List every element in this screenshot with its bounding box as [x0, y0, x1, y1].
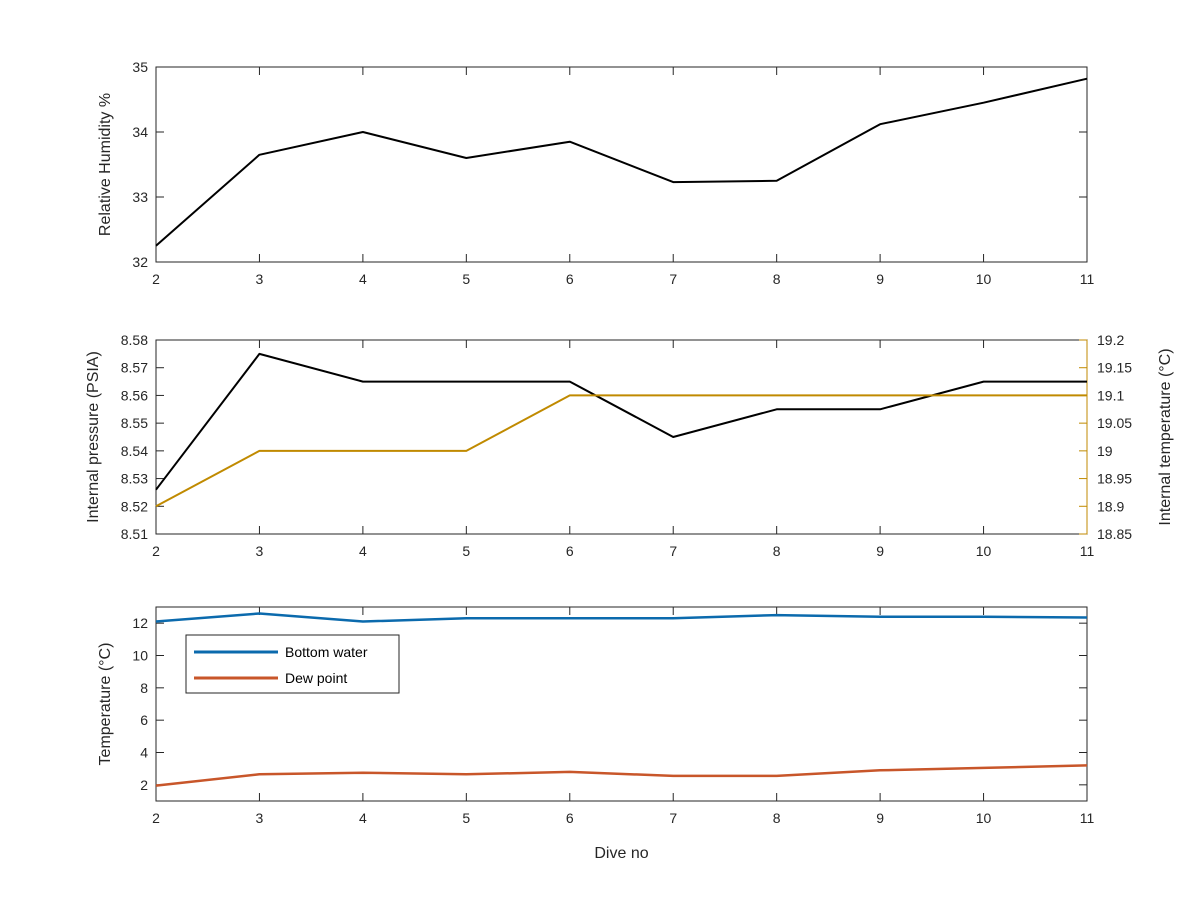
x-tick-label: 7 [669, 810, 677, 826]
y-tick-label: 6 [140, 712, 148, 728]
y-tick-label: 8 [140, 680, 148, 696]
y-right-tick-label: 18.95 [1097, 471, 1132, 487]
series-line-1 [155, 394, 1087, 508]
x-tick-label: 7 [669, 543, 677, 559]
axes-box [155, 339, 1088, 535]
x-tick-label: 11 [1080, 271, 1095, 287]
y-tick-label: 2 [140, 777, 148, 793]
y-tick-label: 8.52 [121, 498, 148, 514]
legend-label: Dew point [285, 670, 347, 686]
x-tick-label: 6 [566, 810, 574, 826]
y-tick-label: 32 [132, 254, 148, 270]
x-tick-label: 11 [1080, 543, 1095, 559]
x-tick-label: 4 [359, 543, 367, 559]
legend: Bottom water Dew point [185, 634, 400, 694]
x-tick-label: 5 [462, 543, 470, 559]
y-tick-label: 8.53 [121, 471, 148, 487]
x-tick-label: 8 [773, 810, 781, 826]
temperature-panel: 2 3 4 5 6 7 8 9 10 11 2 4 6 8 10 12 Temperature (°C) Dive… [97, 606, 1095, 862]
x-tick-label: 10 [976, 543, 992, 559]
x-tick-label: 4 [359, 810, 367, 826]
x-tick-label: 7 [669, 271, 677, 287]
y-right-tick-label: 19.1 [1097, 387, 1124, 403]
y-right-tick-label: 19.05 [1097, 415, 1132, 431]
x-tick-label: 6 [566, 271, 574, 287]
y-right-tick-label: 18.85 [1097, 526, 1132, 542]
y-axis-label: Relative Humidity % [97, 93, 114, 236]
x-tick-label: 9 [876, 810, 884, 826]
x-tick-label: 10 [976, 810, 992, 826]
y-right-tick-label: 19.2 [1097, 332, 1124, 348]
y-tick-label: 8.58 [121, 332, 148, 348]
x-tick-label: 9 [876, 543, 884, 559]
y-axis-label: Temperature (°C) [97, 643, 114, 766]
y-right-tick-label: 18.9 [1097, 498, 1124, 514]
y-tick-label: 10 [132, 648, 148, 664]
x-tick-label: 10 [976, 271, 992, 287]
y-tick-label: 8.57 [121, 360, 148, 376]
x-tick-label: 8 [773, 543, 781, 559]
x-tick-label: 2 [152, 271, 160, 287]
y-tick-label: 8.55 [121, 415, 148, 431]
x-tick-label: 3 [256, 810, 264, 826]
series-line-0 [155, 77, 1088, 247]
y-tick-label: 8.54 [121, 443, 148, 459]
axes-box [155, 606, 1088, 802]
x-tick-label: 3 [256, 543, 264, 559]
y-tick-label: 33 [132, 189, 148, 205]
x-tick-label: 2 [152, 810, 160, 826]
legend-label: Bottom water [285, 644, 368, 660]
y-right-tick-label: 19 [1097, 443, 1113, 459]
x-tick-label: 6 [566, 543, 574, 559]
x-tick-label: 8 [773, 271, 781, 287]
y-axis-label-right: Internal temperature (°C) [1157, 348, 1174, 525]
series-line-0 [155, 352, 1087, 491]
series-line-dew-point [155, 764, 1088, 787]
y-tick-label: 8.51 [121, 526, 148, 542]
y-right-tick-label: 19.15 [1097, 360, 1132, 376]
series-line-bottom-water [155, 612, 1088, 623]
x-tick-label: 11 [1080, 810, 1095, 826]
x-tick-label: 3 [256, 271, 264, 287]
y-tick-label: 34 [132, 124, 148, 140]
axes-box [155, 66, 1088, 263]
x-tick-label: 2 [152, 543, 160, 559]
x-tick-label: 5 [462, 271, 470, 287]
x-axis-label: Dive no [594, 845, 648, 862]
y-tick-label: 4 [140, 745, 148, 761]
x-tick-label: 9 [876, 271, 884, 287]
y-tick-label: 35 [132, 59, 148, 75]
y-tick-label: 8.56 [121, 387, 148, 403]
pressure-temperature-panel: 2 3 4 5 6 7 8 9 10 11 8.51 8.52 8.53 8.54 8.55 8.56 8.57… [85, 332, 1174, 559]
x-tick-label: 5 [462, 810, 470, 826]
y-axis-label: Internal pressure (PSIA) [85, 351, 102, 523]
y-tick-label: 12 [132, 615, 148, 631]
legend-box [185, 634, 400, 694]
x-tick-label: 4 [359, 271, 367, 287]
